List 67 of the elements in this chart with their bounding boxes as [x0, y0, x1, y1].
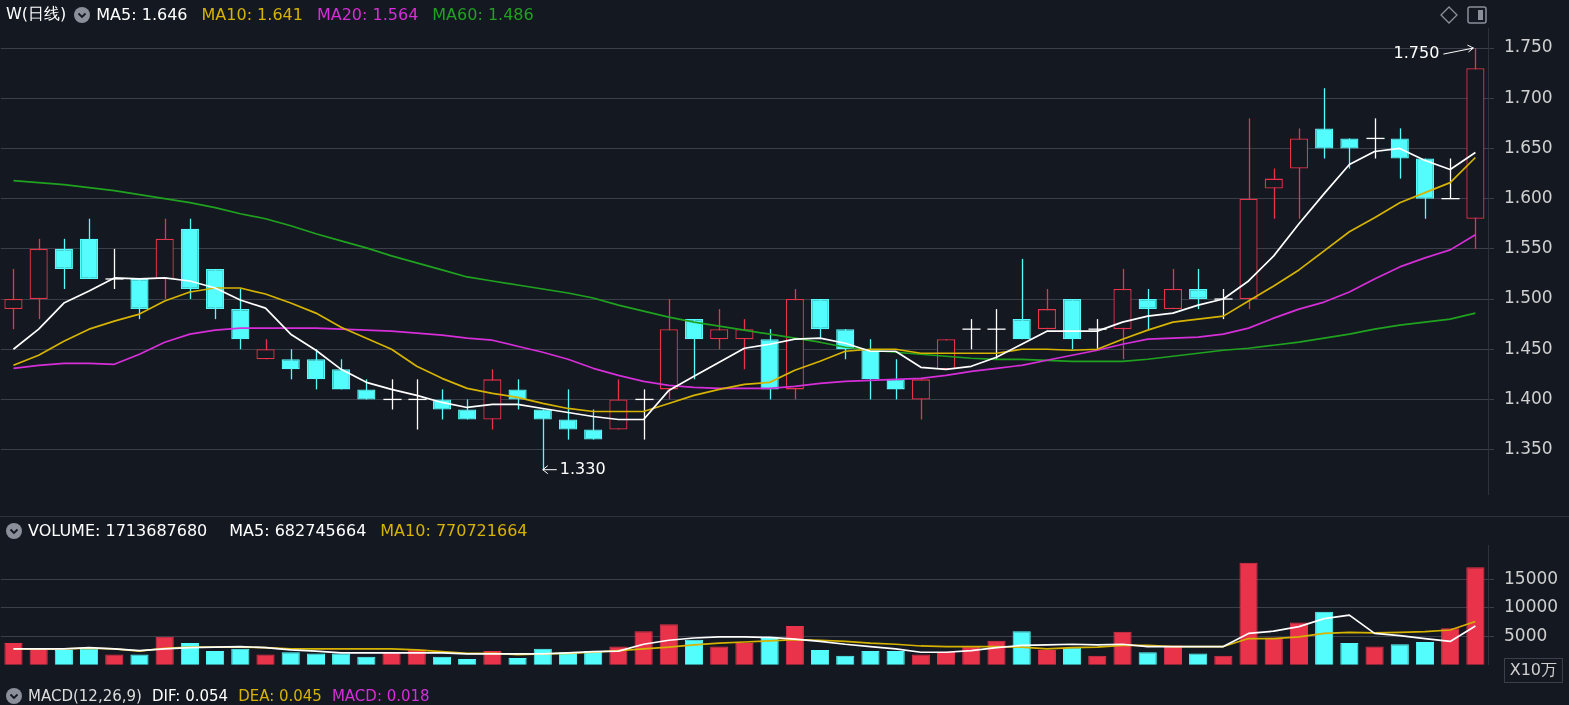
- candlestick: [4, 268, 23, 330]
- candlestick: [533, 408, 552, 471]
- candlestick: [104, 248, 125, 290]
- bar: [1390, 644, 1409, 665]
- y-tick-label: 1.550: [1504, 237, 1553, 258]
- text: DEA: 0.045: [238, 687, 322, 705]
- y-tick-label: 5000: [1504, 624, 1548, 645]
- candlestick: [886, 358, 905, 401]
- candlestick: [911, 378, 930, 421]
- y-tick-label: 1.650: [1504, 136, 1553, 157]
- candlestick: [332, 358, 351, 391]
- annotation: 1.750: [1393, 43, 1440, 63]
- y-tick-label: 1.700: [1504, 86, 1553, 107]
- bar: [256, 654, 275, 665]
- candlestick: [1189, 268, 1208, 310]
- candlestick: [1213, 288, 1234, 320]
- candlestick: [1315, 87, 1334, 160]
- y-axis-title: X10万: [1503, 658, 1563, 683]
- bar: [508, 657, 527, 665]
- y-tick-label: 10000: [1504, 596, 1559, 617]
- bar: [4, 643, 23, 665]
- chart-title: VOLUME: 1713687680: [28, 521, 208, 540]
- y-tick-label: 1.500: [1504, 287, 1553, 308]
- bar: [130, 654, 149, 665]
- candlestick: [584, 408, 603, 441]
- candlestick: [1012, 258, 1031, 340]
- bar: [1466, 567, 1485, 665]
- text: DIF: 0.054: [151, 687, 229, 705]
- candlestick: [1440, 157, 1461, 200]
- bar: [1315, 611, 1334, 665]
- bar: [1239, 562, 1258, 665]
- candlestick: [1037, 288, 1056, 330]
- y-tick-label: 1.600: [1504, 187, 1553, 208]
- bar: [1415, 641, 1435, 665]
- annotation: 1.330: [559, 458, 606, 478]
- y-tick-label: 15000: [1504, 567, 1559, 588]
- candlestick: [382, 378, 403, 411]
- bar: [1264, 637, 1283, 665]
- text: MA5: 1.646: [96, 5, 188, 24]
- candlestick: [306, 348, 325, 391]
- candlestick: [281, 348, 300, 381]
- y-tick-label: 1.450: [1504, 337, 1553, 358]
- candlestick: [1087, 318, 1108, 350]
- candlestick: [1264, 167, 1283, 220]
- candlestick: [54, 238, 73, 290]
- y-tick-label: 1.350: [1504, 438, 1553, 459]
- candlestick: [961, 318, 982, 350]
- candlestick: [1340, 137, 1359, 170]
- candlestick: [558, 388, 578, 441]
- text: MA20: 1.564: [316, 5, 419, 24]
- text: MA5: 682745664: [229, 521, 367, 540]
- text: MACD(12,26,9): [28, 687, 142, 705]
- bar: [1340, 643, 1359, 665]
- candlestick: [684, 318, 704, 381]
- text: MACD: 0.018: [331, 687, 430, 705]
- chart-title: W(日线): [6, 4, 67, 25]
- text: MA10: 1.641: [201, 5, 303, 24]
- y-tick-label: 1.750: [1504, 36, 1553, 57]
- candlestick: [1138, 288, 1157, 330]
- text: MA10: 770721664: [380, 521, 528, 540]
- candlestick: [1163, 268, 1182, 310]
- bar: [735, 643, 754, 665]
- text: MA60: 1.486: [432, 5, 534, 24]
- candlestick: [710, 308, 729, 350]
- bar: [1113, 631, 1132, 665]
- y-tick-label: 1.400: [1504, 387, 1553, 408]
- bar: [785, 626, 804, 665]
